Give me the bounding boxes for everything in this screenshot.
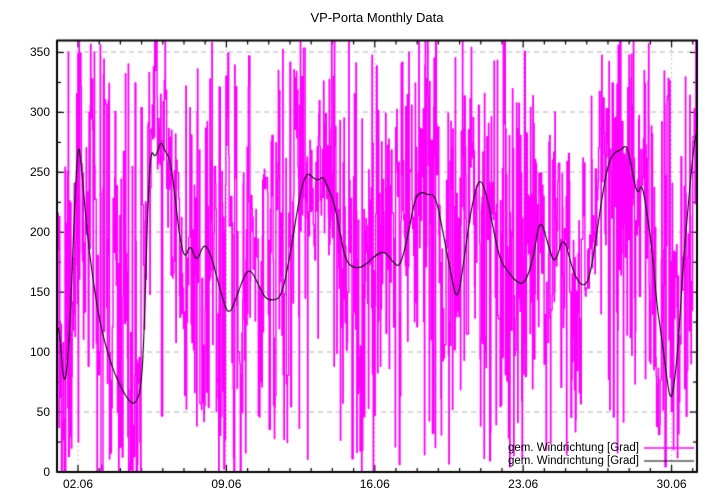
- y-tick-label-0: 0: [43, 465, 50, 479]
- x-tick-label-23.06: 23.06: [508, 477, 539, 491]
- y-tick-label-350: 350: [29, 45, 50, 60]
- y-tick-label-200: 200: [29, 225, 50, 240]
- y-tick-label-300: 300: [29, 105, 50, 120]
- x-tick-label-30.06: 30.06: [656, 477, 687, 491]
- y-tick-label-250: 250: [29, 165, 50, 180]
- y-tick-label-150: 150: [29, 285, 50, 300]
- legend-entry-smoothed-label: gem. Windrichtung [Grad]: [507, 455, 639, 467]
- chart-title: VP-Porta Monthly Data: [310, 10, 444, 25]
- y-tick-label-100: 100: [29, 345, 50, 360]
- x-tick-label-16.06: 16.06: [359, 477, 390, 491]
- y-tick-label-50: 50: [36, 405, 50, 420]
- legend-entry-measured-label: gem. Windrichtung [Grad]: [507, 442, 639, 454]
- x-tick-label-09.06: 09.06: [211, 477, 242, 491]
- x-tick-label-02.06: 02.06: [62, 477, 93, 491]
